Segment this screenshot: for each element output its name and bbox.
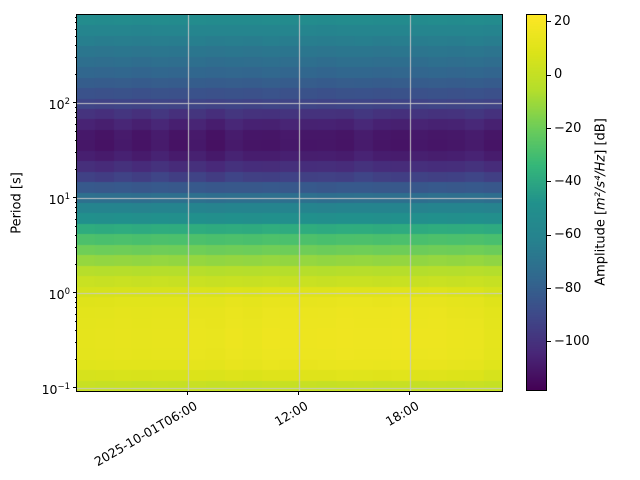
y-minor-tick-mark — [74, 111, 77, 113]
y-minor-tick-mark — [74, 313, 77, 315]
plot-area — [76, 14, 503, 392]
colorbar-label-suffix: ] [dB] — [593, 118, 609, 155]
y-minor-tick-mark — [74, 57, 77, 59]
colorbar-tick-mark — [547, 21, 551, 23]
y-tick-label: 101 — [48, 191, 70, 208]
colorbar-tick-label: −40 — [554, 173, 582, 189]
x-tick-label: 18:00 — [382, 398, 422, 430]
y-minor-tick-mark — [74, 106, 77, 108]
colorbar-label-units: m²/s⁴/Hz — [593, 154, 609, 210]
colorbar-tick-mark — [547, 341, 551, 343]
y-minor-tick-mark — [74, 117, 77, 119]
y-tick-mark — [73, 197, 77, 199]
colorbar-tick-label: −80 — [554, 280, 582, 296]
colorbar-tick-mark — [547, 288, 551, 290]
y-tick-mark — [73, 102, 77, 104]
y-minor-tick-mark — [74, 131, 77, 133]
spectrogram-heatmap — [77, 15, 502, 391]
colorbar-tick-mark — [547, 128, 551, 130]
y-minor-tick-mark — [74, 123, 77, 125]
y-minor-tick-mark — [74, 301, 77, 303]
colorbar — [526, 14, 547, 391]
colorbar-tick-label: 20 — [554, 13, 571, 29]
y-tick-mark — [73, 292, 77, 294]
y-minor-tick-mark — [74, 342, 77, 344]
y-minor-tick-mark — [74, 73, 77, 75]
y-axis-label: Period [s] — [9, 172, 25, 234]
y-tick-label: 100 — [48, 286, 70, 303]
x-tick-mark — [409, 391, 411, 395]
y-tick-label: 10−1 — [41, 381, 70, 398]
x-tick-mark — [298, 391, 300, 395]
y-minor-tick-mark — [74, 201, 77, 203]
colorbar-label-prefix: Amplitude [ — [593, 209, 609, 286]
y-minor-tick-mark — [74, 16, 77, 18]
y-tick-label: 102 — [48, 96, 70, 113]
y-minor-tick-mark — [74, 140, 77, 142]
y-minor-tick-mark — [74, 235, 77, 237]
y-minor-tick-mark — [74, 307, 77, 309]
colorbar-tick-label: 0 — [554, 67, 563, 83]
y-minor-tick-mark — [74, 206, 77, 208]
y-tick-mark — [73, 387, 77, 389]
y-minor-tick-mark — [74, 45, 77, 47]
y-minor-tick-mark — [74, 263, 77, 265]
y-minor-tick-mark — [74, 22, 77, 24]
y-minor-tick-mark — [74, 218, 77, 220]
y-minor-tick-mark — [74, 296, 77, 298]
colorbar-tick-mark — [547, 181, 551, 183]
y-minor-tick-mark — [74, 247, 77, 249]
y-minor-tick-mark — [74, 36, 77, 38]
colorbar-tick-label: −20 — [554, 120, 582, 136]
colorbar-tick-label: −60 — [554, 227, 582, 243]
colorbar-tick-mark — [547, 74, 551, 76]
colorbar-gradient — [527, 15, 546, 390]
colorbar-tick-label: −100 — [554, 333, 590, 349]
colorbar-label: Amplitude [m²/s⁴/Hz] [dB] — [594, 118, 609, 286]
y-minor-tick-mark — [74, 226, 77, 228]
y-minor-tick-mark — [74, 152, 77, 154]
x-tick-label: 2025-10-01T06:00 — [91, 398, 200, 470]
y-minor-tick-mark — [74, 168, 77, 170]
x-tick-label: 12:00 — [271, 398, 311, 430]
y-minor-tick-mark — [74, 321, 77, 323]
y-minor-tick-mark — [74, 330, 77, 332]
y-minor-tick-mark — [74, 28, 77, 30]
colorbar-tick-mark — [547, 234, 551, 236]
x-tick-mark — [187, 391, 189, 395]
y-minor-tick-mark — [74, 358, 77, 360]
y-minor-tick-mark — [74, 212, 77, 214]
